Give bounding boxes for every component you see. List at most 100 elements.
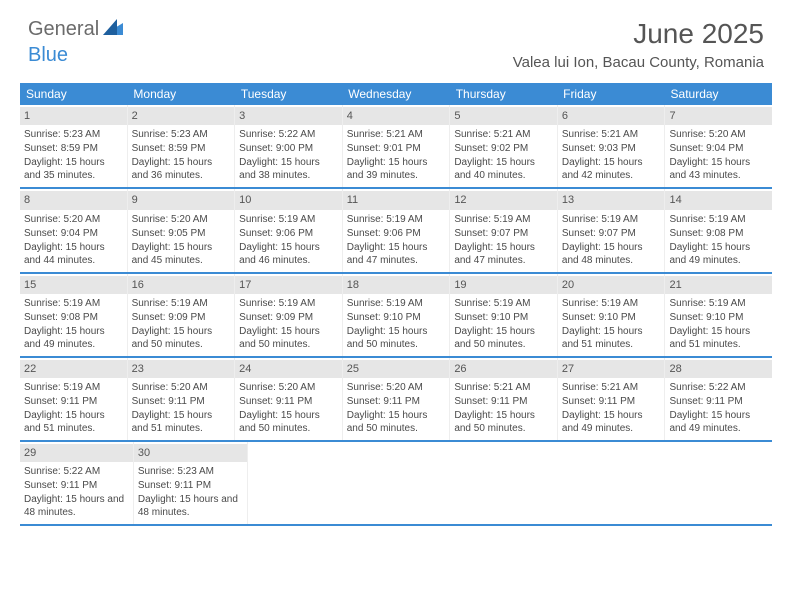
sunrise-line: Sunrise: 5:20 AM: [669, 128, 768, 141]
sunrise-line: Sunrise: 5:19 AM: [454, 297, 553, 310]
sunset-line: Sunset: 9:11 PM: [239, 395, 338, 408]
sunrise-line: Sunrise: 5:20 AM: [24, 213, 123, 226]
daylight-line: Daylight: 15 hours and 38 minutes.: [239, 156, 338, 182]
empty-day-cell: [353, 442, 458, 524]
dow-cell: Saturday: [665, 83, 772, 105]
daylight-line: Daylight: 15 hours and 47 minutes.: [347, 241, 446, 267]
daylight-line: Daylight: 15 hours and 50 minutes.: [132, 325, 231, 351]
daylight-line: Daylight: 15 hours and 45 minutes.: [132, 241, 231, 267]
day-cell: 14 Sunrise: 5:19 AMSunset: 9:08 PMDayligh…: [665, 189, 772, 271]
month-title: June 2025: [513, 18, 764, 50]
day-of-week-header: SundayMondayTuesdayWednesdayThursdayFrid…: [20, 83, 772, 105]
day-number: 13: [558, 191, 665, 209]
daylight-line: Daylight: 15 hours and 35 minutes.: [24, 156, 123, 182]
day-cell: 24Sunrise: 5:20 AMSunset: 9:11 PMDayligh…: [235, 358, 343, 440]
sunset-line: Sunset: 9:04 PM: [669, 142, 768, 155]
week-row: 1Sunrise: 5:23 AMSunset: 8:59 PMDaylight…: [20, 105, 772, 189]
day-number: 10: [235, 191, 342, 209]
day-number: 20: [558, 276, 665, 294]
sunset-line: Sunset: 9:11 PM: [562, 395, 661, 408]
day-cell: 18Sunrise: 5:19 AMSunset: 9:10 PMDayligh…: [343, 274, 451, 356]
sunset-line: Sunset: 9:09 PM: [132, 311, 231, 324]
day-cell: 22Sunrise: 5:19 AMSunset: 9:11 PMDayligh…: [20, 358, 128, 440]
dow-cell: Sunday: [20, 83, 127, 105]
sunset-line: Sunset: 9:08 PM: [24, 311, 123, 324]
week-row: 15Sunrise: 5:19 AMSunset: 9:08 PMDayligh…: [20, 274, 772, 358]
sunrise-line: Sunrise: 5:23 AM: [132, 128, 231, 141]
day-number: 17: [235, 276, 342, 294]
title-block: June 2025 Valea lui Ion, Bacau County, R…: [513, 18, 764, 71]
daylight-line: Daylight: 15 hours and 48 minutes.: [24, 493, 129, 519]
sunrise-line: Sunrise: 5:23 AM: [138, 465, 243, 478]
sunset-line: Sunset: 9:06 PM: [347, 227, 446, 240]
sunset-line: Sunset: 9:01 PM: [347, 142, 446, 155]
day-number: 22: [20, 360, 127, 378]
sunrise-line: Sunrise: 5:19 AM: [132, 297, 231, 310]
dow-cell: Friday: [557, 83, 664, 105]
dow-cell: Thursday: [450, 83, 557, 105]
daylight-line: Daylight: 15 hours and 49 minutes.: [669, 409, 768, 435]
day-cell: 9Sunrise: 5:20 AMSunset: 9:05 PMDaylight…: [128, 189, 236, 271]
sunset-line: Sunset: 9:04 PM: [24, 227, 123, 240]
day-number: 21: [665, 276, 772, 294]
day-cell: 12Sunrise: 5:19 AMSunset: 9:07 PMDayligh…: [450, 189, 558, 271]
sunrise-line: Sunrise: 5:19 AM: [669, 213, 768, 226]
day-number: 1: [20, 107, 127, 125]
empty-day-cell: [248, 442, 353, 524]
daylight-line: Daylight: 15 hours and 50 minutes.: [347, 409, 446, 435]
day-number: 29: [20, 444, 133, 462]
sunrise-line: Sunrise: 5:20 AM: [132, 381, 231, 394]
day-cell: 11Sunrise: 5:19 AMSunset: 9:06 PMDayligh…: [343, 189, 451, 271]
day-cell: 6Sunrise: 5:21 AMSunset: 9:03 PMDaylight…: [558, 105, 666, 187]
day-cell: 19Sunrise: 5:19 AMSunset: 9:10 PMDayligh…: [450, 274, 558, 356]
week-row: 8Sunrise: 5:20 AMSunset: 9:04 PMDaylight…: [20, 189, 772, 273]
sunset-line: Sunset: 9:11 PM: [347, 395, 446, 408]
day-cell: 13Sunrise: 5:19 AMSunset: 9:07 PMDayligh…: [558, 189, 666, 271]
sunrise-line: Sunrise: 5:22 AM: [669, 381, 768, 394]
sunset-line: Sunset: 9:08 PM: [669, 227, 768, 240]
day-cell: 5Sunrise: 5:21 AMSunset: 9:02 PMDaylight…: [450, 105, 558, 187]
daylight-line: Daylight: 15 hours and 51 minutes.: [24, 409, 123, 435]
day-cell: 28Sunrise: 5:22 AMSunset: 9:11 PMDayligh…: [665, 358, 772, 440]
sunrise-line: Sunrise: 5:21 AM: [562, 381, 661, 394]
day-number: 12: [450, 191, 557, 209]
day-number: 30: [134, 444, 247, 462]
weeks-container: 1Sunrise: 5:23 AMSunset: 8:59 PMDaylight…: [20, 105, 772, 526]
day-cell: 17Sunrise: 5:19 AMSunset: 9:09 PMDayligh…: [235, 274, 343, 356]
dow-cell: Tuesday: [235, 83, 342, 105]
empty-day-cell: [562, 442, 667, 524]
daylight-line: Daylight: 15 hours and 49 minutes.: [669, 241, 768, 267]
day-cell: 4Sunrise: 5:21 AMSunset: 9:01 PMDaylight…: [343, 105, 451, 187]
daylight-line: Daylight: 15 hours and 50 minutes.: [347, 325, 446, 351]
daylight-line: Daylight: 15 hours and 36 minutes.: [132, 156, 231, 182]
daylight-line: Daylight: 15 hours and 39 minutes.: [347, 156, 446, 182]
day-number: 6: [558, 107, 665, 125]
daylight-line: Daylight: 15 hours and 51 minutes.: [669, 325, 768, 351]
sunset-line: Sunset: 9:03 PM: [562, 142, 661, 155]
dow-cell: Monday: [127, 83, 234, 105]
sunrise-line: Sunrise: 5:19 AM: [347, 213, 446, 226]
sunrise-line: Sunrise: 5:20 AM: [347, 381, 446, 394]
day-number: 14: [665, 191, 772, 209]
location-text: Valea lui Ion, Bacau County, Romania: [513, 54, 764, 71]
sunset-line: Sunset: 8:59 PM: [132, 142, 231, 155]
day-cell: 2Sunrise: 5:23 AMSunset: 8:59 PMDaylight…: [128, 105, 236, 187]
sunrise-line: Sunrise: 5:22 AM: [239, 128, 338, 141]
day-cell: 25Sunrise: 5:20 AMSunset: 9:11 PMDayligh…: [343, 358, 451, 440]
daylight-line: Daylight: 15 hours and 44 minutes.: [24, 241, 123, 267]
daylight-line: Daylight: 15 hours and 47 minutes.: [454, 241, 553, 267]
daylight-line: Daylight: 15 hours and 50 minutes.: [239, 409, 338, 435]
day-cell: 23Sunrise: 5:20 AMSunset: 9:11 PMDayligh…: [128, 358, 236, 440]
day-cell: 30Sunrise: 5:23 AMSunset: 9:11 PMDayligh…: [134, 442, 248, 524]
sunset-line: Sunset: 8:59 PM: [24, 142, 123, 155]
day-number: 18: [343, 276, 450, 294]
week-row: 29Sunrise: 5:22 AMSunset: 9:11 PMDayligh…: [20, 442, 772, 526]
day-number: 16: [128, 276, 235, 294]
header: General June 2025 Valea lui Ion, Bacau C…: [0, 0, 792, 75]
sunset-line: Sunset: 9:10 PM: [562, 311, 661, 324]
day-cell: 27Sunrise: 5:21 AMSunset: 9:11 PMDayligh…: [558, 358, 666, 440]
sunset-line: Sunset: 9:10 PM: [669, 311, 768, 324]
daylight-line: Daylight: 15 hours and 50 minutes.: [454, 325, 553, 351]
sunrise-line: Sunrise: 5:19 AM: [562, 297, 661, 310]
daylight-line: Daylight: 15 hours and 40 minutes.: [454, 156, 553, 182]
